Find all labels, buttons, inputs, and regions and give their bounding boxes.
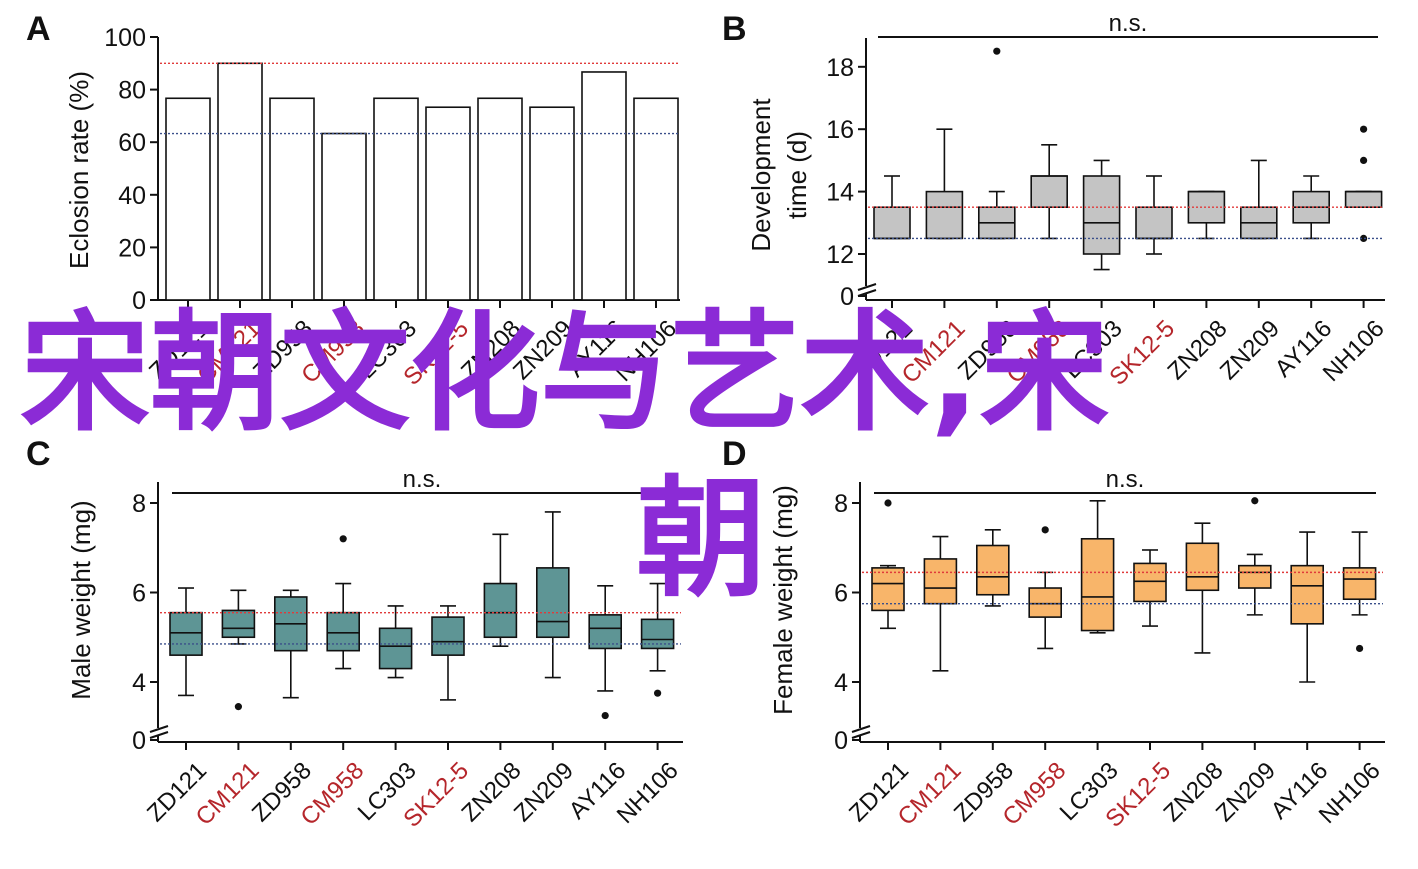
y-tick-label: 20 (118, 234, 146, 262)
axis-break-gap (152, 728, 166, 736)
x-tick-label: ZN209 (508, 315, 578, 385)
y-tick-label: 0 (834, 727, 848, 755)
axis-break-gap (854, 728, 868, 736)
box (1080, 537, 1115, 632)
bar (217, 62, 263, 301)
y-tick-label: 8 (132, 490, 146, 518)
box (483, 582, 518, 639)
panel-letter-a: A (26, 10, 51, 48)
y-axis-title: Female weight (mg) (768, 485, 798, 715)
bar (529, 106, 575, 301)
y-tick-label: 100 (104, 24, 146, 52)
box (1135, 206, 1173, 240)
y-tick-label: 4 (834, 669, 848, 697)
axis-break-gap (860, 286, 874, 294)
box (925, 190, 964, 240)
y-tick-label: 12 (826, 241, 854, 269)
box (1342, 567, 1377, 601)
x-tick-label: ZN209 (1211, 757, 1281, 827)
axis-break-mark (851, 725, 871, 733)
box (923, 558, 958, 605)
axis-break-mark (149, 725, 169, 733)
outlier-point (993, 47, 1001, 55)
outlier-point (234, 703, 242, 711)
outlier-point (1360, 234, 1368, 242)
axis-break-mark (857, 283, 877, 291)
y-axis-title: Eclosion rate (%) (64, 71, 94, 269)
outlier-point (884, 499, 892, 507)
y-tick-label: 16 (826, 116, 854, 144)
panel-letter-b: B (722, 10, 747, 48)
y-tick-label: 14 (826, 179, 854, 207)
panel-letter-c: C (26, 435, 51, 473)
box (975, 544, 1010, 596)
y-tick-label: 0 (132, 287, 146, 315)
outlier-point (1356, 644, 1364, 653)
bar (477, 97, 523, 301)
bar (373, 97, 419, 301)
box (326, 611, 361, 652)
box (169, 611, 203, 656)
box (588, 614, 623, 650)
outlier-point (1041, 526, 1049, 534)
box (378, 627, 413, 670)
box (535, 567, 570, 639)
box (1082, 175, 1121, 255)
y-tick-label: 40 (118, 182, 146, 210)
y-axis-title: time (d) (782, 131, 812, 219)
bar (425, 106, 471, 301)
bar (321, 132, 367, 301)
x-tick-label: ZN209 (1215, 315, 1285, 385)
y-tick-label: 0 (132, 727, 146, 755)
box (1344, 190, 1383, 209)
box (1238, 564, 1272, 589)
significance-label: n.s. (1109, 10, 1148, 37)
outlier-point (1360, 156, 1368, 164)
axis-break-mark (851, 731, 871, 739)
outlier-point (654, 689, 662, 697)
x-tick-label: ZN208 (1162, 315, 1232, 385)
outlier-point (1360, 125, 1368, 133)
outlier-point (601, 711, 609, 720)
y-tick-label: 6 (834, 580, 848, 608)
box (431, 616, 465, 656)
y-tick-label: 18 (826, 54, 854, 82)
box (221, 609, 256, 639)
y-tick-label: 6 (132, 580, 146, 608)
y-tick-label: 80 (118, 77, 146, 105)
outlier-point (1251, 497, 1259, 505)
box (1133, 562, 1167, 603)
box (1028, 587, 1062, 618)
bar (581, 71, 627, 301)
y-axis-title: Male weight (mg) (66, 500, 96, 699)
box (873, 206, 911, 240)
y-tick-label: 60 (118, 129, 146, 157)
box (1290, 564, 1324, 625)
bar (165, 97, 211, 301)
box (1030, 175, 1068, 209)
y-tick-label: 8 (834, 490, 848, 518)
outlier-point (339, 535, 347, 543)
y-tick-label: 0 (840, 283, 854, 311)
y-tick-label: 4 (132, 669, 146, 697)
x-tick-label: ZN208 (456, 757, 526, 827)
significance-label: n.s. (403, 466, 442, 493)
panel-letter-d: D (722, 435, 747, 473)
axis-break-mark (149, 731, 169, 739)
bar (269, 97, 315, 301)
bar (633, 97, 679, 301)
x-tick-label: ZN208 (1158, 757, 1228, 827)
box (1185, 542, 1220, 592)
x-tick-label: ZN209 (509, 757, 579, 827)
y-axis-title: Development (746, 98, 776, 252)
significance-label: n.s. (1106, 466, 1145, 493)
